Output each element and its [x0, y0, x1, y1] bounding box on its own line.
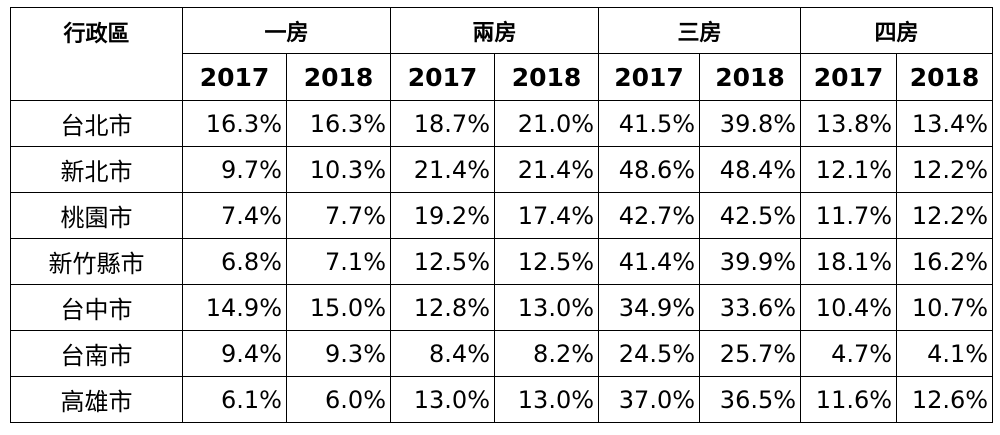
value-cell: 7.7% [285, 192, 392, 239]
value-cell: 10.4% [800, 284, 898, 331]
value-cell: 8.4% [390, 330, 496, 377]
year-header: 2018 [896, 53, 994, 101]
year-header: 2018 [494, 53, 600, 101]
value-cell: 12.5% [390, 238, 496, 285]
table-row: 新北市 9.7% 10.3% 21.4% 21.4% 48.6% 48.4% 12.1% 12.… [10, 146, 994, 193]
value-cell: 6.0% [285, 376, 392, 423]
district-cell: 台北市 [10, 100, 183, 147]
value-cell: 9.3% [285, 330, 392, 377]
value-cell: 13.0% [390, 376, 496, 423]
value-cell: 42.5% [699, 192, 802, 239]
value-cell: 13.4% [896, 100, 994, 147]
table-row: 台北市 16.3% 16.3% 18.7% 21.0% 41.5% 39.8% 13.8% 13… [10, 100, 994, 147]
value-cell: 12.1% [800, 146, 898, 193]
value-cell: 12.5% [494, 238, 600, 285]
district-cell: 台中市 [10, 284, 183, 331]
value-cell: 37.0% [598, 376, 701, 423]
value-cell: 36.5% [699, 376, 802, 423]
value-cell: 8.2% [494, 330, 600, 377]
value-cell: 48.6% [598, 146, 701, 193]
value-cell: 12.8% [390, 284, 496, 331]
value-cell: 4.7% [800, 330, 898, 377]
value-cell: 9.4% [182, 330, 287, 377]
table-row: 台南市 9.4% 9.3% 8.4% 8.2% 24.5% 25.7% 4.7% 4.1% [10, 330, 994, 377]
value-cell: 17.4% [494, 192, 600, 239]
table-row: 台中市 14.9% 15.0% 12.8% 13.0% 34.9% 33.6% 10.4% 10… [10, 284, 994, 331]
year-header: 2017 [598, 53, 701, 101]
value-cell: 24.5% [598, 330, 701, 377]
district-cell: 新竹縣市 [10, 238, 183, 285]
value-cell: 12.6% [896, 376, 994, 423]
value-cell: 13.8% [800, 100, 898, 147]
value-cell: 12.2% [896, 192, 994, 239]
year-header: 2017 [182, 53, 287, 101]
value-cell: 13.0% [494, 376, 600, 423]
value-cell: 16.3% [182, 100, 287, 147]
value-cell: 21.0% [494, 100, 600, 147]
group-header-one-room: 一房 [181, 7, 392, 54]
group-header-row: 行政區 一房 兩房 三房 四房 [10, 7, 994, 101]
value-cell: 6.8% [182, 238, 287, 285]
value-cell: 34.9% [598, 284, 701, 331]
year-header: 2018 [699, 53, 802, 101]
data-table: 行政區 一房 兩房 三房 四房 2017 2018 2017 2018 2017… [10, 7, 994, 423]
district-cell: 桃園市 [10, 192, 183, 239]
value-cell: 41.5% [598, 100, 701, 147]
value-cell: 21.4% [390, 146, 496, 193]
value-cell: 16.2% [896, 238, 994, 285]
value-cell: 11.6% [800, 376, 898, 423]
value-cell: 12.2% [896, 146, 994, 193]
value-cell: 14.9% [182, 284, 287, 331]
group-header-three-rooms: 三房 [598, 7, 802, 54]
value-cell: 39.9% [699, 238, 802, 285]
value-cell: 7.4% [182, 192, 287, 239]
year-header: 2017 [390, 53, 496, 101]
value-cell: 10.3% [285, 146, 392, 193]
value-cell: 9.7% [182, 146, 287, 193]
value-cell: 48.4% [699, 146, 802, 193]
group-header-four-rooms: 四房 [800, 7, 994, 54]
value-cell: 39.8% [699, 100, 802, 147]
value-cell: 19.2% [390, 192, 496, 239]
value-cell: 4.1% [896, 330, 994, 377]
value-cell: 33.6% [699, 284, 802, 331]
value-cell: 21.4% [494, 146, 600, 193]
value-cell: 11.7% [800, 192, 898, 239]
value-cell: 10.7% [896, 284, 994, 331]
district-cell: 新北市 [10, 146, 183, 193]
district-cell: 高雄市 [10, 376, 183, 423]
value-cell: 25.7% [699, 330, 802, 377]
value-cell: 7.1% [285, 238, 392, 285]
group-header-two-rooms: 兩房 [390, 7, 600, 54]
table-row: 高雄市 6.1% 6.0% 13.0% 13.0% 37.0% 36.5% 11.6% 12.6… [10, 376, 994, 423]
table-body: 台北市 16.3% 16.3% 18.7% 21.0% 41.5% 39.8% 13.8% 13… [10, 100, 994, 423]
value-cell: 13.0% [494, 284, 600, 331]
value-cell: 16.3% [285, 100, 392, 147]
year-header: 2018 [285, 53, 392, 101]
table-row: 桃園市 7.4% 7.7% 19.2% 17.4% 42.7% 42.5% 11.7% 12.2… [10, 192, 994, 239]
value-cell: 15.0% [285, 284, 392, 331]
table-row: 新竹縣市 6.8% 7.1% 12.5% 12.5% 41.4% 39.9% 18.1% 16.… [10, 238, 994, 285]
value-cell: 18.1% [800, 238, 898, 285]
value-cell: 42.7% [598, 192, 701, 239]
value-cell: 18.7% [390, 100, 496, 147]
value-cell: 6.1% [182, 376, 287, 423]
district-cell: 台南市 [10, 330, 183, 377]
year-header: 2017 [800, 53, 898, 101]
district-column-header: 行政區 [10, 7, 183, 101]
value-cell: 41.4% [598, 238, 701, 285]
